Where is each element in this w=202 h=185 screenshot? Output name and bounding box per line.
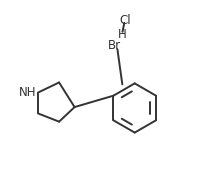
Text: Cl: Cl (120, 14, 132, 27)
Text: Br: Br (108, 39, 121, 52)
Text: NH: NH (19, 86, 37, 99)
Text: H: H (118, 28, 126, 41)
